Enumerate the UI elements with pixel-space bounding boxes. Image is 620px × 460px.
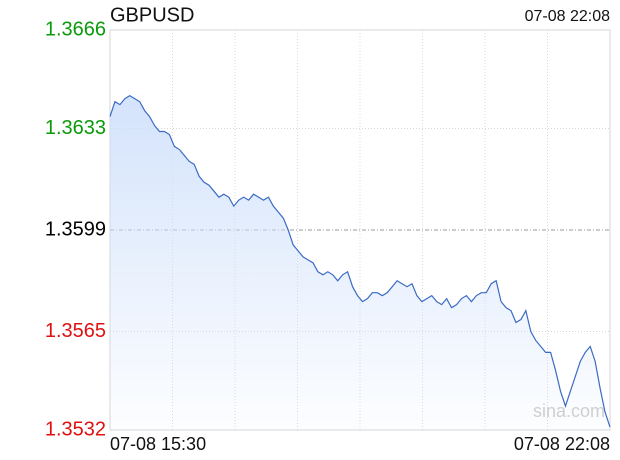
watermark: sina.com [533, 401, 605, 421]
y-tick-label: 1.3666 [45, 18, 106, 40]
timestamp: 07-08 22:08 [525, 8, 611, 25]
y-tick-label: 1.3565 [45, 320, 106, 342]
chart-title: GBPUSD [110, 4, 194, 26]
y-tick-label: 1.3599 [45, 218, 106, 240]
x-end-label: 07-08 22:08 [514, 434, 610, 454]
y-tick-label: 1.3532 [45, 418, 106, 440]
y-tick-label: 1.3633 [45, 117, 106, 139]
x-start-label: 07-08 15:30 [110, 434, 206, 454]
marks [109, 94, 611, 431]
area [110, 95, 610, 431]
price-line [109, 94, 611, 428]
